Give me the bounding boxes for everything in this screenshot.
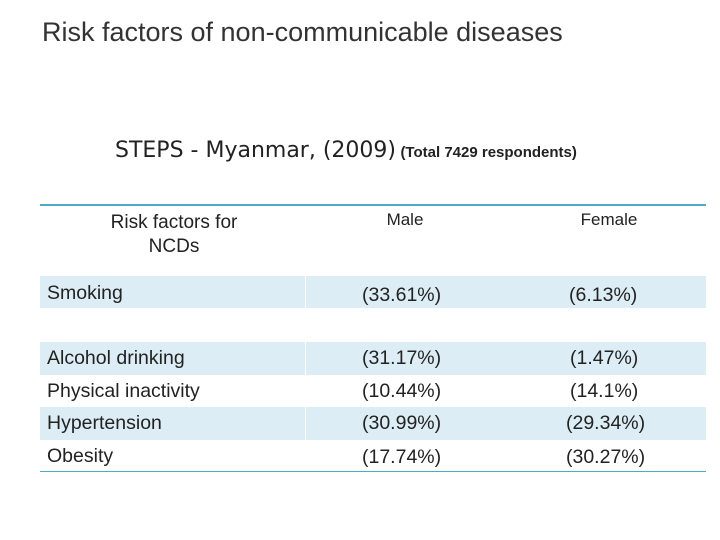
row-hypertension-factor: Hypertension: [47, 412, 162, 434]
row-inactivity-factor: Physical inactivity: [47, 380, 200, 402]
header-risk-factors: Risk factors for NCDs: [110, 212, 238, 257]
table-subtitle: STEPS - Myanmar, (2009) (Total 7429 resp…: [115, 138, 577, 163]
row-inactivity-female: (14.1%): [570, 380, 639, 402]
row-obesity-factor: Obesity: [47, 445, 114, 467]
subtitle-note: (Total 7429 respondents): [400, 144, 577, 161]
row-smoking-factor: Smoking: [47, 282, 123, 304]
table-bottom-border: [40, 471, 706, 472]
row-obesity-female: (30.27%): [566, 446, 646, 468]
header-male: Male: [386, 210, 424, 229]
row-smoking-female: (6.13%): [569, 284, 638, 306]
row-inactivity-male: (10.44%): [362, 380, 442, 402]
row-hypertension-male: (30.99%): [362, 412, 442, 434]
row-alcohol-factor: Alcohol drinking: [47, 347, 185, 369]
table-top-border: [40, 204, 706, 206]
row-smoking-male: (33.61%): [362, 284, 442, 306]
smoking-row-separator: [40, 308, 706, 310]
slide-title: Risk factors of non-communicable disease…: [42, 17, 563, 47]
row-obesity-male: (17.74%): [362, 446, 442, 468]
row-alcohol-female: (1.47%): [570, 347, 639, 369]
row-hypertension-female: (29.34%): [566, 412, 646, 434]
alcohol-row-band: [40, 342, 706, 375]
header-female: Female: [580, 210, 638, 229]
row-alcohol-male: (31.17%): [362, 347, 442, 369]
subtitle-main: STEPS - Myanmar, (2009): [115, 138, 396, 163]
smoking-row-band: [40, 276, 706, 309]
risk-factor-table: Risk factors for NCDs Male Female Smokin…: [40, 204, 706, 472]
hypertension-row-band: [40, 407, 706, 440]
column-divider-left: [305, 276, 306, 472]
